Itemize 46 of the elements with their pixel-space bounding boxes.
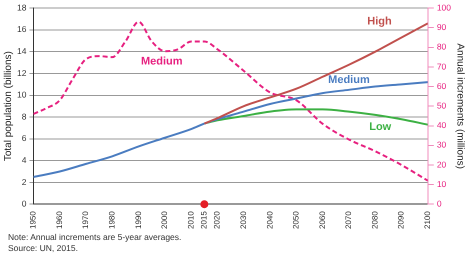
y-tick-label: 0 (22, 198, 27, 209)
y-tick-label: 4 (22, 154, 27, 165)
x-tick-label: 2100 (423, 210, 432, 229)
y2-tick-label: 90 (436, 22, 447, 32)
y2-tick-label: 30 (436, 140, 447, 150)
x-tick-label: 2015 (200, 210, 209, 229)
x-tick-label: 2090 (396, 210, 406, 229)
x-tick-label: 2020 (212, 210, 222, 229)
y-tick-label: 12 (16, 68, 27, 78)
y2-tick-label: 80 (436, 42, 447, 52)
series-label: Medium (328, 74, 370, 86)
source-note: Source: UN, 2015. (8, 243, 79, 254)
series-label: Medium (140, 55, 183, 68)
x-tick-label: 2070 (344, 210, 354, 229)
x-tick-label: 1970 (81, 210, 90, 229)
x-tick-label: 1980 (108, 210, 117, 229)
y-tick-label: 2 (22, 176, 27, 187)
y2-axis-title: Annual increments (millions) (454, 43, 466, 169)
x-tick-label: 1950 (28, 210, 38, 229)
y2-tick-label: 0 (436, 198, 442, 209)
y-axis-title: Total population (billions) (2, 51, 14, 162)
x-tick-label: 2030 (238, 210, 248, 229)
series-label: Low (369, 120, 392, 133)
x-tick-label: 2010 (186, 210, 196, 229)
x-tick-label: 2040 (265, 210, 274, 229)
text: Note: Annual increments are 5-year averages. (8, 232, 182, 243)
x-tick-label: 2060 (318, 210, 327, 229)
y2-tick-label: 50 (436, 100, 447, 110)
y2-tick-label: 20 (436, 159, 447, 170)
y-tick-label: 6 (22, 133, 27, 144)
y2-tick-label: 40 (436, 120, 447, 130)
x-tick-label: 1960 (54, 210, 64, 229)
y2-tick-label: 70 (436, 61, 447, 72)
y-tick-label: 8 (22, 111, 27, 122)
y-tick-label: 18 (16, 2, 27, 12)
x-tick-label: 2000 (160, 210, 170, 229)
y-tick-label: 14 (16, 46, 27, 56)
y2-tick-label: 100 (436, 2, 452, 12)
y-tick-label: 16 (16, 24, 27, 34)
x-tick-label: 2050 (292, 210, 301, 229)
y2-tick-label: 10 (436, 178, 447, 189)
series-label: High (367, 16, 392, 28)
y-tick-label: 10 (16, 90, 27, 100)
x-tick-label: 1990 (134, 210, 143, 229)
y2-tick-label: 60 (436, 80, 447, 91)
x-tick-label: 2080 (370, 210, 380, 229)
